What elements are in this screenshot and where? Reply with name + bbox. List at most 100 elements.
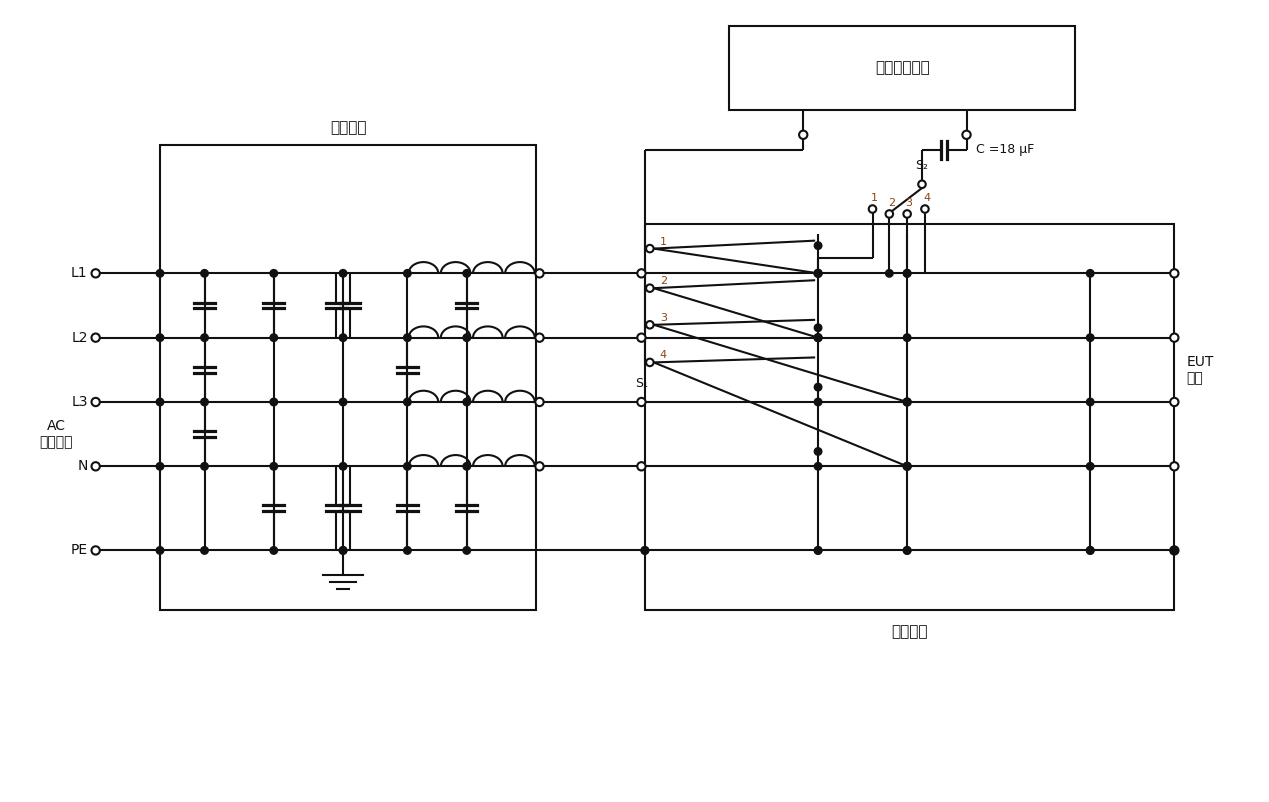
Circle shape (637, 398, 646, 406)
Text: S₁: S₁ (636, 377, 648, 391)
Circle shape (91, 269, 100, 277)
Circle shape (1170, 269, 1179, 277)
Bar (728, 26, 1075, 110)
Circle shape (641, 547, 648, 554)
Circle shape (904, 399, 911, 406)
Circle shape (404, 269, 411, 277)
Text: 组合波发生器: 组合波发生器 (874, 60, 930, 75)
Circle shape (270, 269, 278, 277)
Circle shape (904, 547, 911, 554)
Circle shape (463, 463, 471, 470)
Circle shape (1086, 399, 1094, 406)
Bar (160, 144, 536, 610)
Circle shape (962, 131, 971, 139)
Text: 3: 3 (906, 198, 912, 208)
Circle shape (637, 269, 646, 277)
Circle shape (815, 547, 822, 554)
Circle shape (463, 269, 471, 277)
Circle shape (463, 547, 471, 554)
Circle shape (1170, 547, 1178, 554)
Circle shape (815, 399, 822, 406)
Circle shape (646, 245, 654, 253)
Bar (645, 224, 1174, 610)
Circle shape (921, 205, 929, 213)
Circle shape (904, 463, 911, 470)
Circle shape (339, 399, 346, 406)
Circle shape (815, 324, 822, 331)
Circle shape (815, 448, 822, 456)
Text: 2: 2 (888, 198, 895, 208)
Text: L3: L3 (71, 395, 88, 409)
Text: 耦合网络: 耦合网络 (891, 625, 928, 640)
Circle shape (1170, 546, 1179, 555)
Circle shape (815, 242, 822, 249)
Circle shape (339, 334, 346, 342)
Circle shape (270, 547, 278, 554)
Circle shape (404, 463, 411, 470)
Text: 4: 4 (660, 350, 667, 360)
Circle shape (156, 547, 164, 554)
Circle shape (646, 321, 654, 329)
Circle shape (886, 269, 893, 277)
Text: 3: 3 (660, 313, 666, 323)
Circle shape (815, 269, 822, 277)
Circle shape (536, 462, 543, 471)
Text: S₂: S₂ (915, 160, 929, 172)
Circle shape (270, 334, 278, 342)
Circle shape (270, 399, 278, 406)
Text: 1: 1 (871, 193, 878, 203)
Text: C =18 μF: C =18 μF (976, 143, 1034, 156)
Circle shape (91, 546, 100, 555)
Text: N: N (77, 460, 88, 473)
Circle shape (919, 180, 926, 188)
Circle shape (815, 547, 822, 554)
Circle shape (646, 285, 654, 292)
Circle shape (536, 398, 543, 406)
Circle shape (201, 547, 208, 554)
Text: 2: 2 (660, 276, 667, 286)
Circle shape (869, 205, 877, 213)
Circle shape (536, 334, 543, 342)
Circle shape (201, 269, 208, 277)
Circle shape (201, 399, 208, 406)
Text: PE: PE (71, 544, 88, 557)
Circle shape (1086, 269, 1094, 277)
Circle shape (886, 210, 893, 217)
Text: AC
电源端口: AC 电源端口 (39, 419, 72, 449)
Circle shape (815, 383, 822, 391)
Circle shape (904, 463, 911, 470)
Circle shape (904, 210, 911, 217)
Circle shape (1170, 334, 1179, 342)
Circle shape (637, 462, 646, 471)
Circle shape (404, 399, 411, 406)
Text: EUT
端口: EUT 端口 (1187, 354, 1213, 385)
Circle shape (799, 131, 807, 139)
Circle shape (339, 547, 346, 554)
Circle shape (339, 269, 346, 277)
Circle shape (156, 334, 164, 342)
Circle shape (156, 269, 164, 277)
Circle shape (637, 334, 646, 342)
Circle shape (815, 334, 822, 342)
Circle shape (404, 334, 411, 342)
Circle shape (1086, 463, 1094, 470)
Circle shape (904, 547, 911, 554)
Circle shape (536, 269, 543, 277)
Circle shape (156, 463, 164, 470)
Circle shape (339, 463, 346, 470)
Text: 1: 1 (660, 237, 666, 247)
Circle shape (463, 334, 471, 342)
Circle shape (270, 463, 278, 470)
Circle shape (463, 399, 471, 406)
Circle shape (201, 334, 208, 342)
Circle shape (339, 547, 346, 554)
Circle shape (904, 269, 911, 277)
Circle shape (91, 334, 100, 342)
Circle shape (904, 269, 911, 277)
Circle shape (1086, 547, 1094, 554)
Circle shape (1086, 547, 1094, 554)
Circle shape (646, 358, 654, 367)
Circle shape (815, 463, 822, 470)
Circle shape (156, 399, 164, 406)
Text: L2: L2 (71, 330, 88, 345)
